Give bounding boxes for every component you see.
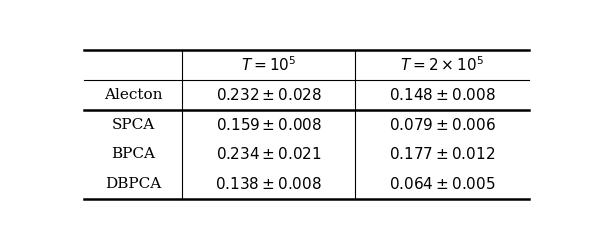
Text: BPCA: BPCA xyxy=(111,148,155,161)
Text: $0.232 \pm 0.028$: $0.232 \pm 0.028$ xyxy=(216,87,322,103)
Text: $0.079 \pm 0.006$: $0.079 \pm 0.006$ xyxy=(389,117,496,133)
Text: $0.159 \pm 0.008$: $0.159 \pm 0.008$ xyxy=(216,117,322,133)
Text: $T = 10^5$: $T = 10^5$ xyxy=(241,56,297,74)
Text: $0.234 \pm 0.021$: $0.234 \pm 0.021$ xyxy=(216,146,322,162)
Text: $0.138 \pm 0.008$: $0.138 \pm 0.008$ xyxy=(215,176,322,192)
Text: $0.148 \pm 0.008$: $0.148 \pm 0.008$ xyxy=(389,87,496,103)
Text: Alecton: Alecton xyxy=(103,88,162,102)
Text: $0.177 \pm 0.012$: $0.177 \pm 0.012$ xyxy=(389,146,495,162)
Text: $T = 2 \times 10^5$: $T = 2 \times 10^5$ xyxy=(400,56,484,74)
Text: DBPCA: DBPCA xyxy=(105,177,161,191)
Text: SPCA: SPCA xyxy=(111,118,155,132)
Text: $0.064 \pm 0.005$: $0.064 \pm 0.005$ xyxy=(389,176,496,192)
